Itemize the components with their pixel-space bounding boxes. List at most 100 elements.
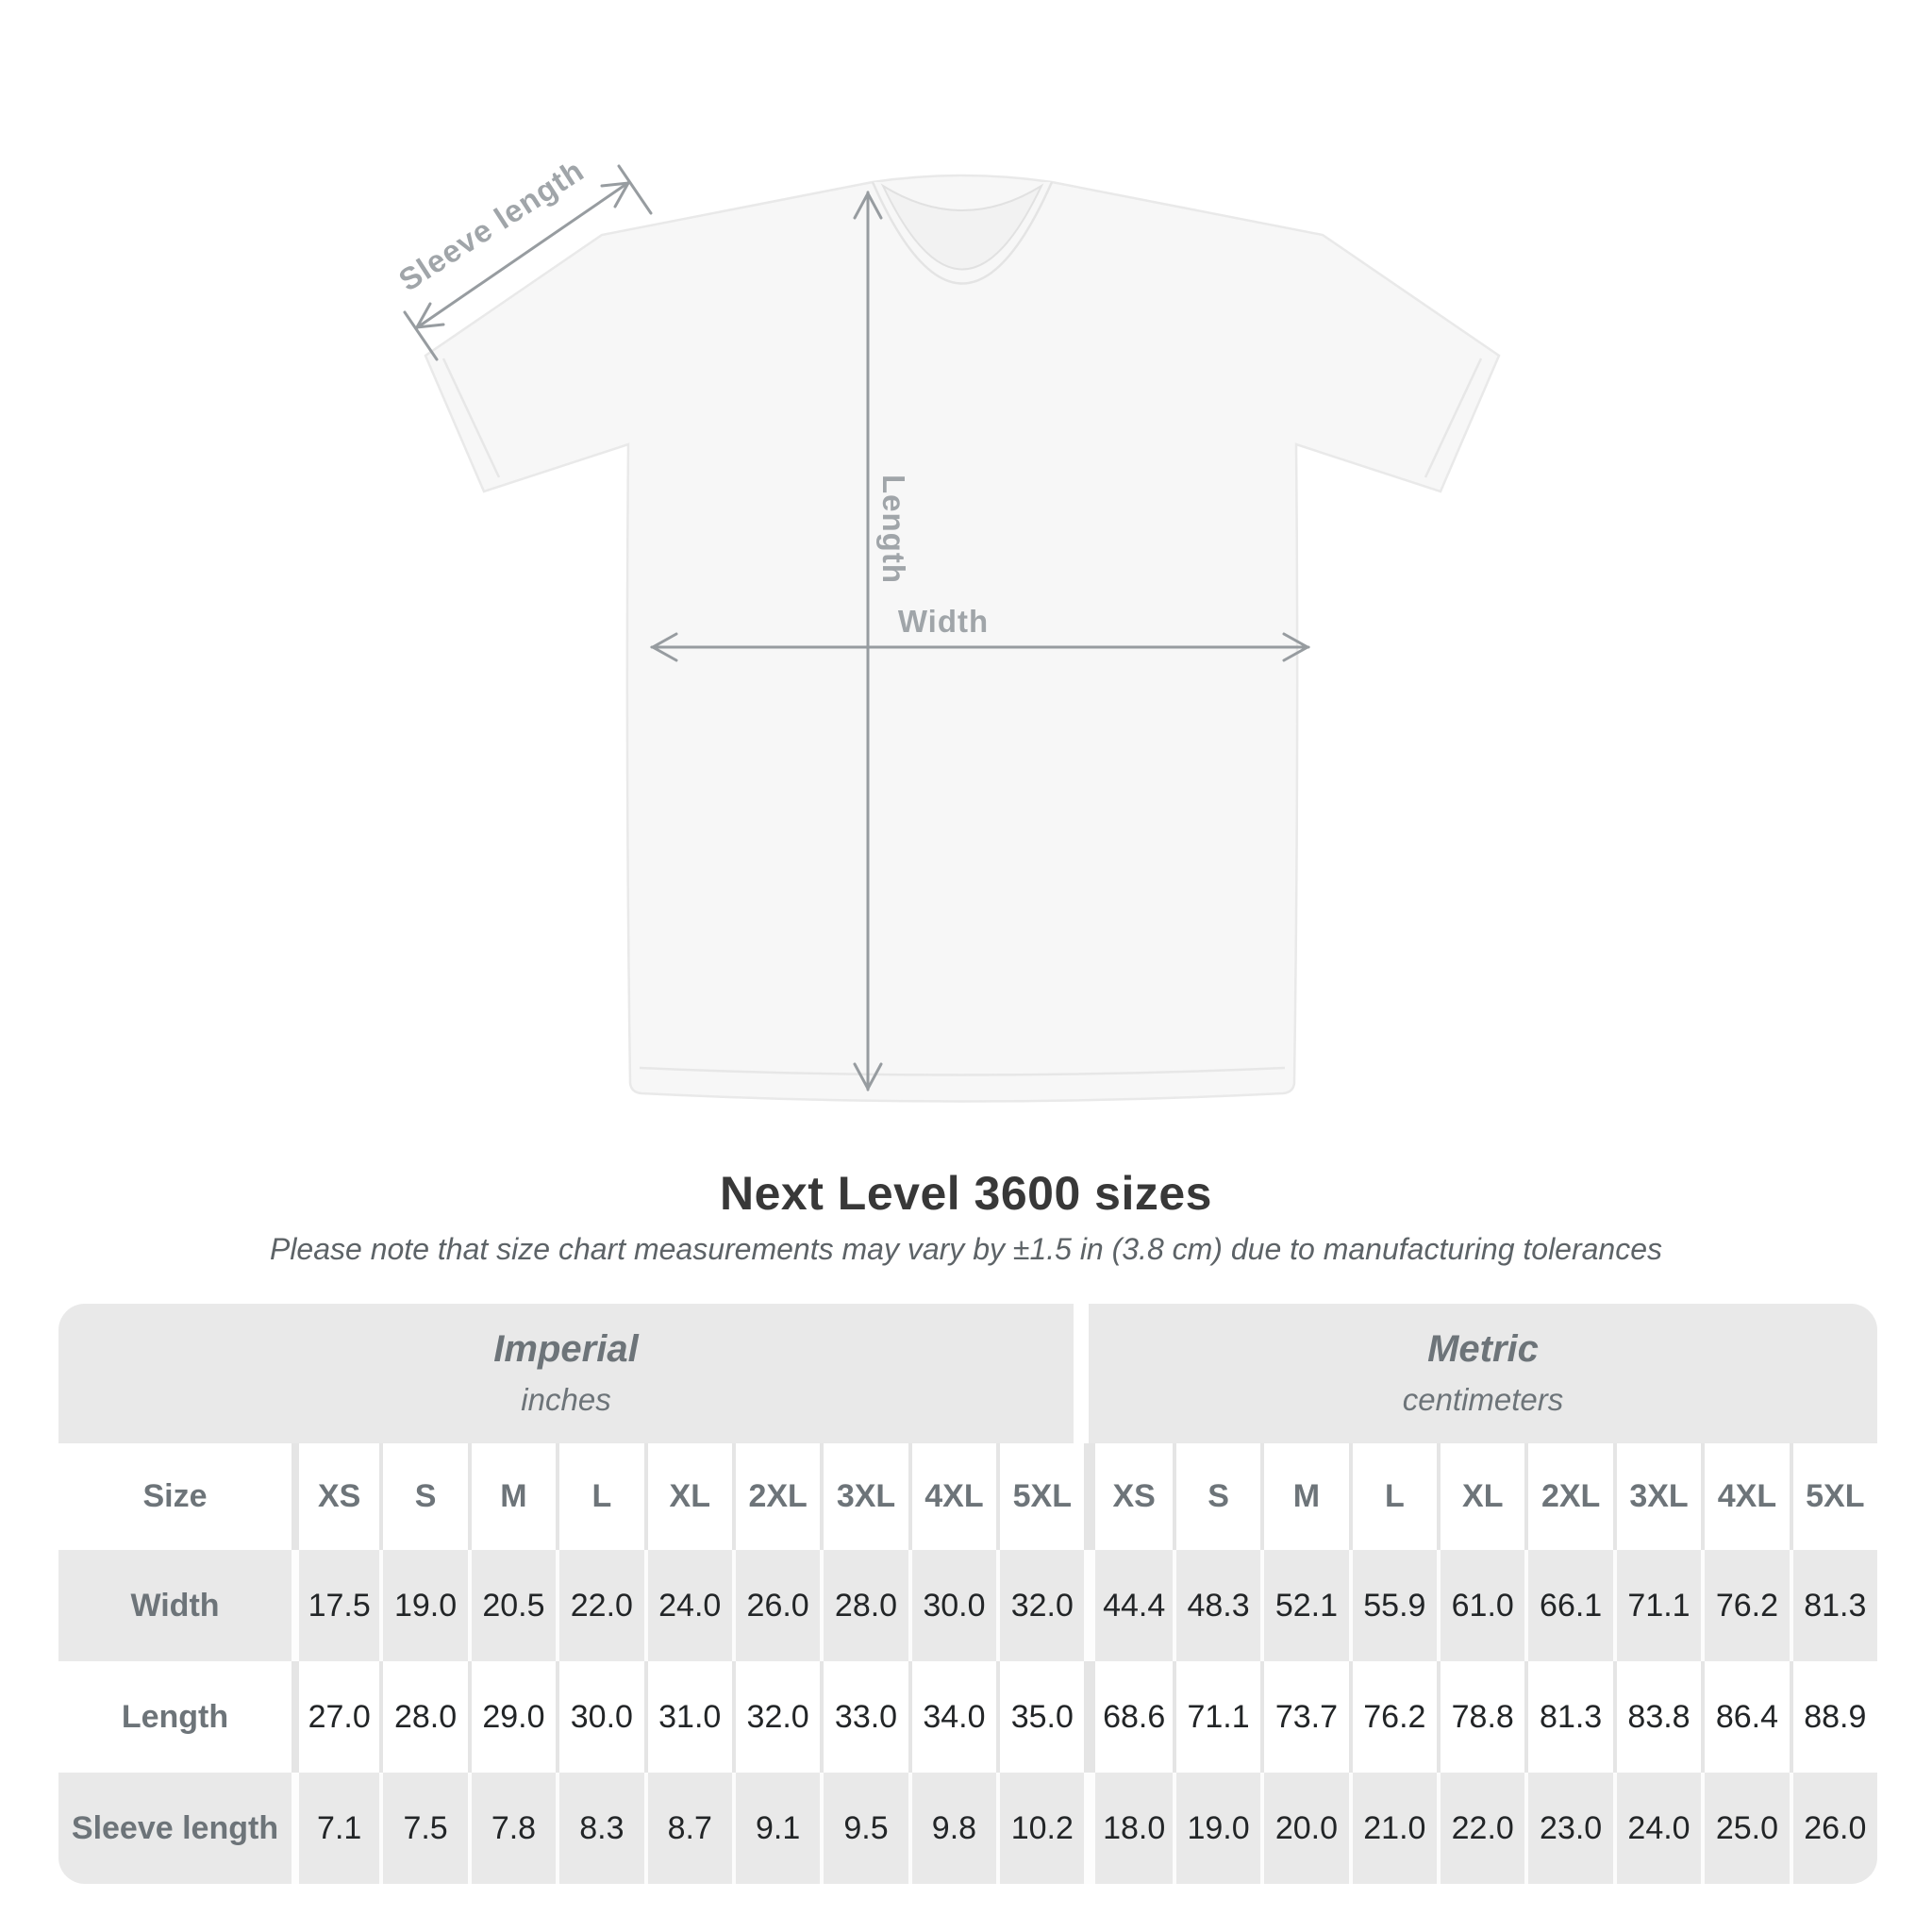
size-header: L: [556, 1443, 643, 1550]
table-cell: 26.0: [1789, 1773, 1877, 1884]
tshirt-measurement-diagram: Sleeve length Length Width: [392, 153, 1501, 1103]
section-divider: [1074, 1304, 1089, 1443]
row-label-length: Length: [121, 1698, 229, 1735]
size-header: 3XL: [1612, 1443, 1701, 1550]
size-header: M: [467, 1443, 556, 1550]
metric-section-title: Metric: [1427, 1328, 1539, 1370]
table-cell: 19.0: [1172, 1773, 1260, 1884]
metric-section-header: Metric centimeters: [1089, 1304, 1877, 1443]
table-cell: 7.8: [467, 1773, 556, 1884]
table-cell: 86.4: [1701, 1661, 1789, 1773]
size-header: L: [1348, 1443, 1437, 1550]
table-cell: 32.0: [731, 1661, 820, 1773]
table-cell: 19.0: [379, 1550, 467, 1661]
row-label-sleeve-length: Sleeve length: [71, 1809, 279, 1846]
table-row-length: Length 27.0 28.0 29.0 30.0 31.0 32.0 33.…: [58, 1661, 1877, 1773]
table-cell: 78.8: [1437, 1661, 1524, 1773]
table-cell: 32.0: [996, 1550, 1084, 1661]
table-cell: 76.2: [1701, 1550, 1789, 1661]
table-cell: 7.1: [291, 1773, 379, 1884]
table-cell: 7.5: [379, 1773, 467, 1884]
table-cell: 24.0: [1612, 1773, 1701, 1884]
table-cell: 88.9: [1789, 1661, 1877, 1773]
imperial-section-unit: inches: [521, 1382, 611, 1417]
size-header: XS: [1084, 1443, 1172, 1550]
right-cuff-seam: [1424, 358, 1483, 478]
table-cell: 81.3: [1789, 1550, 1877, 1661]
table-cell: 61.0: [1437, 1550, 1524, 1661]
table-cell: 20.5: [467, 1550, 556, 1661]
row-label-width: Width: [130, 1587, 220, 1624]
table-cell: 27.0: [291, 1661, 379, 1773]
sleeve-length-arrow: [403, 164, 653, 361]
table-cell: 30.0: [908, 1550, 996, 1661]
table-cell: 21.0: [1348, 1773, 1437, 1884]
table-cell: 71.1: [1612, 1550, 1701, 1661]
collar-opening: [880, 183, 1044, 271]
page-title: Next Level 3600 sizes: [720, 1167, 1212, 1220]
tshirt-graphic: [403, 164, 1501, 1103]
table-cell: 34.0: [908, 1661, 996, 1773]
table-cell: 22.0: [556, 1550, 643, 1661]
imperial-section-header: Imperial inches: [58, 1304, 1074, 1443]
table-cell: 8.3: [556, 1773, 643, 1884]
table-row-width: Width 17.5 19.0 20.5 22.0 24.0 26.0 28.0…: [58, 1550, 1877, 1661]
table-cell: 76.2: [1348, 1661, 1437, 1773]
size-header: S: [379, 1443, 467, 1550]
table-cell: 28.0: [379, 1661, 467, 1773]
table-cell: 68.6: [1084, 1661, 1172, 1773]
table-cell: 17.5: [291, 1550, 379, 1661]
table-cell: 26.0: [731, 1550, 820, 1661]
table-cell: 24.0: [643, 1550, 732, 1661]
table-cell: 10.2: [996, 1773, 1084, 1884]
size-header: 2XL: [1524, 1443, 1612, 1550]
width-arrow: [649, 632, 1311, 662]
table-cell: 22.0: [1437, 1773, 1524, 1884]
size-header: 4XL: [1701, 1443, 1789, 1550]
tshirt-silhouette: [424, 174, 1501, 1103]
size-header: 5XL: [1789, 1443, 1877, 1550]
size-header: XS: [291, 1443, 379, 1550]
size-header: 2XL: [731, 1443, 820, 1550]
left-cuff-seam: [441, 358, 501, 478]
table-cell: 25.0: [1701, 1773, 1789, 1884]
table-cell: 18.0: [1084, 1773, 1172, 1884]
unit-header-row: Imperial inches Metric centimeters: [58, 1304, 1877, 1443]
size-table: Imperial inches Metric centimeters Size …: [58, 1304, 1877, 1884]
row-label-size: Size: [142, 1478, 208, 1514]
width-label: Width: [897, 604, 990, 639]
table-cell: 29.0: [467, 1661, 556, 1773]
tolerance-note: Please note that size chart measurements…: [269, 1232, 1663, 1266]
metric-section-unit: centimeters: [1402, 1382, 1564, 1417]
hem-seam: [639, 1066, 1286, 1076]
size-header: 4XL: [908, 1443, 996, 1550]
size-header: XL: [1437, 1443, 1524, 1550]
table-cell: 30.0: [556, 1661, 643, 1773]
table-cell: 48.3: [1172, 1550, 1260, 1661]
table-cell: 35.0: [996, 1661, 1084, 1773]
table-cell: 73.7: [1260, 1661, 1348, 1773]
table-cell: 83.8: [1612, 1661, 1701, 1773]
table-cell: 55.9: [1348, 1550, 1437, 1661]
length-arrow: [853, 190, 883, 1092]
table-cell: 81.3: [1524, 1661, 1612, 1773]
size-header: S: [1172, 1443, 1260, 1550]
size-header: XL: [643, 1443, 732, 1550]
table-cell: 52.1: [1260, 1550, 1348, 1661]
size-header: 5XL: [996, 1443, 1084, 1550]
table-cell: 44.4: [1084, 1550, 1172, 1661]
table-cell: 23.0: [1524, 1773, 1612, 1884]
table-cell: 66.1: [1524, 1550, 1612, 1661]
table-cell: 31.0: [643, 1661, 732, 1773]
table-cell: 33.0: [820, 1661, 908, 1773]
size-header: M: [1260, 1443, 1348, 1550]
table-cell: 9.5: [820, 1773, 908, 1884]
table-cell: 20.0: [1260, 1773, 1348, 1884]
table-cell: 71.1: [1172, 1661, 1260, 1773]
size-header: 3XL: [820, 1443, 908, 1550]
table-cell: 8.7: [643, 1773, 732, 1884]
table-row-sleeve-length: Sleeve length 7.1 7.5 7.8 8.3 8.7 9.1 9.…: [58, 1773, 1877, 1884]
table-cell: 9.1: [731, 1773, 820, 1884]
table-row-size: Size XS S M L XL 2XL 3XL 4XL 5XL XS S M …: [58, 1443, 1877, 1550]
